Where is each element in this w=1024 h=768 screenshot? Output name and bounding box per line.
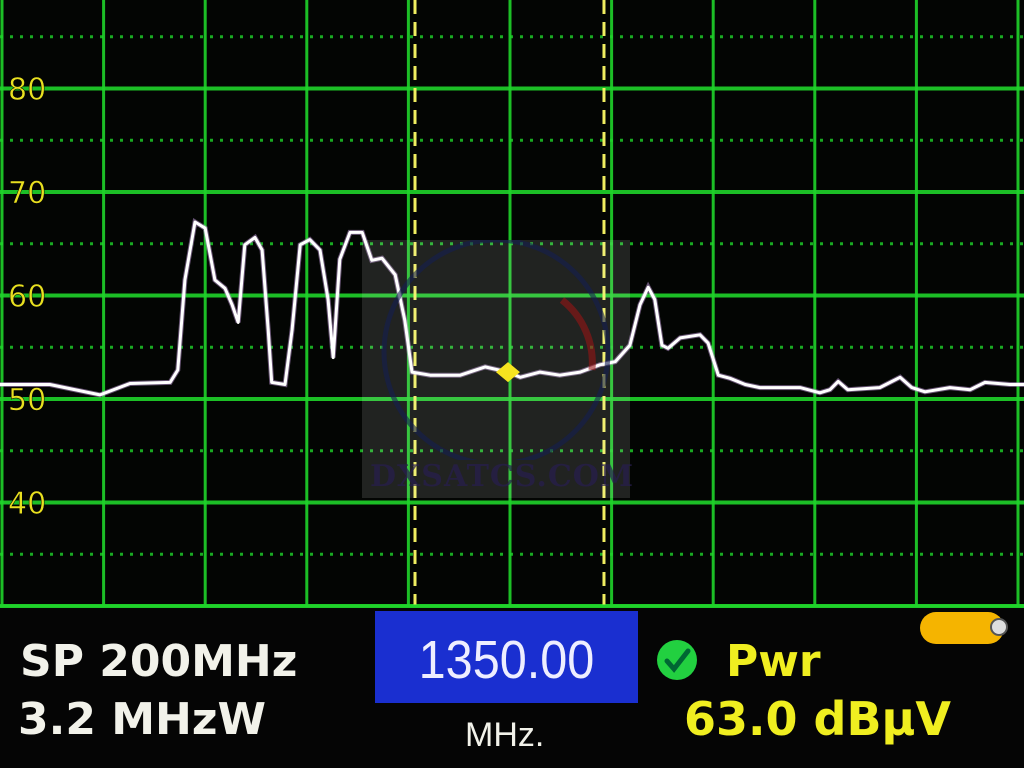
y-tick-label: 40 <box>8 487 46 522</box>
span-readout: SP 200MHz <box>20 636 298 687</box>
battery-icon <box>920 612 1008 644</box>
measure-label: Pwr <box>726 636 821 687</box>
center-frequency-value: 1350.00 <box>418 630 595 690</box>
y-tick-label: 50 <box>8 383 46 418</box>
y-tick-label: 70 <box>8 176 46 211</box>
cursor-diamond <box>495 362 520 383</box>
bandwidth-readout: 3.2 MHzW <box>18 694 267 745</box>
y-tick-label: 80 <box>8 73 46 108</box>
y-tick-label: 60 <box>8 280 46 315</box>
y-tick-label: 90 <box>8 0 46 4</box>
spectrum-trace <box>0 220 1024 397</box>
watermark-text: DXSATCS.COM <box>370 459 635 494</box>
spectrum-plot: 40 50 60 70 80 90 <box>0 0 1024 608</box>
frequency-unit: MHz. <box>465 716 545 754</box>
center-frequency-field[interactable]: 1350.00 <box>375 611 638 703</box>
watermark-emblem-icon <box>381 240 611 460</box>
plot-background <box>0 0 1024 608</box>
watermark-logo: DXSATCS.COM <box>362 240 633 498</box>
check-circle-icon <box>657 640 697 680</box>
power-level-value: 63.0 dBµV <box>684 692 951 746</box>
battery-terminal <box>990 618 1008 636</box>
